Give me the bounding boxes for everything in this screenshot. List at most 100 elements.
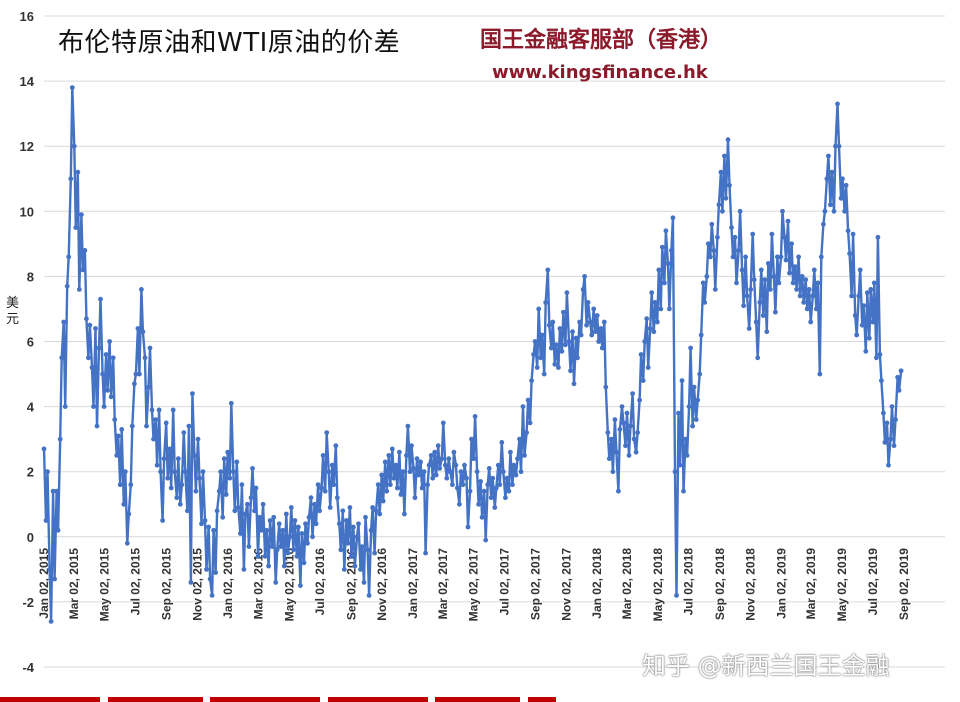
data-point: [334, 495, 340, 501]
data-point: [298, 583, 303, 588]
data-point: [794, 287, 799, 292]
data-point: [503, 495, 508, 501]
data-point: [107, 339, 112, 344]
y-tick-label: 8: [27, 269, 34, 284]
data-point: [195, 436, 201, 442]
data-point: [665, 261, 671, 266]
data-point: [153, 417, 159, 422]
data-point: [158, 469, 164, 475]
data-point: [199, 521, 204, 527]
x-tick-label: Nov 02, 2016: [375, 548, 389, 621]
data-point: [792, 264, 798, 269]
data-point: [48, 619, 54, 624]
data-point: [649, 290, 655, 296]
data-point: [50, 488, 56, 494]
data-point: [845, 228, 851, 234]
data-point: [115, 433, 121, 439]
data-point: [269, 544, 275, 549]
brand-name: 国王金融客服部（香港）: [480, 28, 723, 53]
data-point: [248, 495, 254, 501]
data-point: [101, 404, 107, 409]
data-point: [765, 261, 771, 266]
data-point: [497, 482, 503, 488]
brand-url: www.kingsfinance.hk: [492, 62, 708, 83]
data-point: [654, 319, 660, 325]
data-point: [681, 488, 686, 494]
data-point: [775, 254, 780, 260]
data-point: [628, 423, 633, 429]
data-point: [239, 482, 245, 488]
data-point: [732, 234, 738, 240]
data-point: [440, 420, 446, 426]
data-point: [161, 456, 167, 462]
data-point: [831, 208, 837, 214]
data-point: [751, 277, 757, 283]
data-point: [128, 482, 134, 488]
data-point: [292, 518, 298, 523]
data-point: [471, 456, 476, 462]
data-point: [877, 352, 883, 357]
data-point: [667, 306, 672, 312]
data-point: [308, 495, 314, 501]
data-point: [416, 472, 421, 478]
data-point: [186, 423, 192, 429]
data-point: [479, 514, 485, 520]
y-tick-label: -2: [22, 595, 34, 610]
data-point: [488, 495, 494, 501]
data-point: [89, 365, 95, 370]
data-point: [283, 511, 289, 517]
data-point: [400, 469, 406, 475]
data-point: [439, 456, 445, 462]
data-point: [603, 384, 609, 390]
data-point: [895, 374, 900, 380]
data-point: [336, 521, 342, 527]
data-point: [435, 443, 441, 449]
data-point: [896, 387, 902, 393]
data-point: [238, 531, 243, 536]
data-point: [433, 472, 439, 478]
data-point: [460, 482, 466, 488]
data-point: [75, 169, 81, 175]
bottom-strip: [0, 697, 556, 702]
data-point: [524, 430, 529, 435]
data-point: [225, 449, 231, 455]
data-point: [100, 371, 105, 377]
data-point: [811, 267, 817, 273]
data-point: [888, 436, 893, 442]
data-point: [442, 462, 448, 468]
data-point: [291, 547, 296, 553]
data-point: [677, 462, 683, 468]
data-point: [133, 371, 139, 377]
data-point: [174, 495, 180, 501]
data-point: [821, 221, 826, 227]
data-point: [513, 472, 519, 478]
data-point: [612, 417, 618, 422]
data-point: [462, 462, 467, 468]
data-point: [836, 143, 842, 149]
y-tick-label: 16: [20, 9, 34, 24]
data-point: [129, 423, 135, 429]
data-point: [889, 404, 895, 409]
data-point: [147, 345, 153, 351]
data-point: [863, 348, 869, 354]
data-point: [571, 381, 577, 387]
data-point: [515, 456, 520, 462]
data-point: [861, 303, 867, 309]
data-point: [633, 449, 639, 455]
data-point: [522, 453, 527, 458]
data-point: [715, 234, 720, 240]
data-point: [640, 378, 646, 383]
data-point: [93, 326, 98, 331]
data-point: [354, 534, 360, 540]
data-point: [585, 300, 591, 305]
data-point: [510, 482, 515, 488]
data-point: [697, 371, 703, 377]
data-point: [349, 553, 354, 559]
x-tick-label: Sep 02, 2018: [713, 548, 727, 620]
data-point: [66, 254, 72, 260]
data-point: [379, 472, 385, 478]
data-point: [601, 319, 607, 325]
y-tick-label: 14: [20, 74, 35, 89]
data-point: [216, 488, 222, 494]
data-point: [623, 443, 628, 449]
